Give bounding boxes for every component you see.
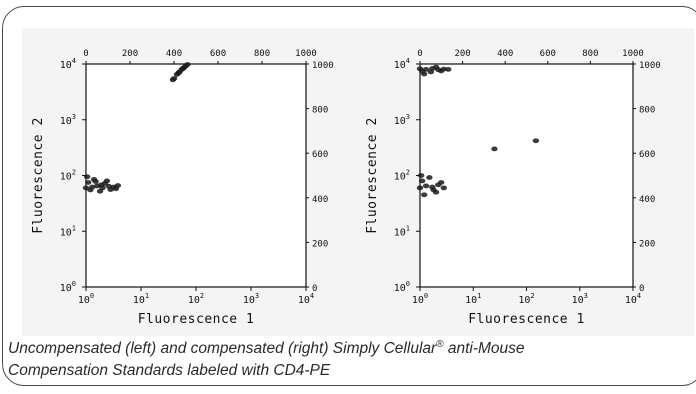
- x-tick-label: 102: [188, 292, 204, 306]
- right-tick-label: 600: [639, 150, 655, 160]
- top-tick-label: 800: [582, 49, 598, 59]
- data-point: [96, 188, 104, 194]
- x-tick-label: 100: [412, 292, 428, 306]
- top-tick-label: 600: [210, 49, 226, 59]
- data-point: [179, 66, 187, 71]
- y-tick-label: 101: [394, 224, 410, 238]
- y-tick-label: 100: [60, 280, 76, 294]
- right-tick-label: 400: [312, 195, 328, 205]
- top-tick-label: 200: [454, 49, 470, 59]
- data-point: [421, 192, 428, 198]
- figure-caption: Uncompensated (left) and compensated (ri…: [8, 334, 648, 382]
- y-tick-label: 101: [60, 224, 76, 238]
- data-point: [445, 67, 452, 72]
- data-point: [112, 186, 120, 192]
- y-tick-label: 103: [394, 113, 410, 127]
- right-tick-label: 800: [639, 106, 655, 116]
- data-point: [437, 68, 445, 74]
- y-tick-label: 103: [60, 113, 76, 127]
- right-tick-label: 600: [312, 150, 328, 160]
- right-tick-label: 1000: [639, 61, 661, 71]
- top-tick-label: 200: [122, 49, 138, 59]
- data-point: [422, 183, 430, 189]
- right-tick-label: 1000: [312, 61, 334, 71]
- top-tick-label: 400: [497, 49, 513, 59]
- x-tick-label: 103: [243, 292, 259, 306]
- data-point: [90, 177, 98, 182]
- plot-area: [419, 63, 634, 288]
- data-point: [532, 138, 540, 144]
- data-point: [426, 175, 433, 180]
- top-tick-label: 800: [254, 49, 270, 59]
- caption-line1-part1: Uncompensated (left) and compensated (ri…: [8, 340, 437, 358]
- data-point: [107, 187, 114, 192]
- x-axis-label: Fluorescence 1: [138, 312, 255, 327]
- data-point: [437, 180, 445, 185]
- data-point: [491, 146, 498, 152]
- right-tick-label: 200: [639, 239, 655, 249]
- registered-mark: ®: [436, 339, 444, 350]
- y-tick-label: 100: [394, 280, 410, 294]
- data-point: [175, 70, 182, 76]
- top-tick-label: 1000: [622, 49, 644, 59]
- right-tick-label: 800: [312, 106, 328, 116]
- top-tick-label: 1000: [295, 49, 317, 59]
- data-point: [440, 185, 448, 191]
- x-tick-label: 102: [518, 292, 534, 306]
- right-tick-label: 0: [312, 284, 317, 294]
- plot-area: [85, 63, 307, 288]
- y-tick-label: 104: [394, 57, 410, 71]
- caption-line1-part2: anti-Mouse: [443, 340, 525, 358]
- data-point: [184, 62, 191, 67]
- data-point: [432, 64, 440, 70]
- x-tick-label: 100: [78, 292, 94, 306]
- caption-line2: Compensation Standards labeled with CD4-…: [8, 362, 331, 380]
- top-tick-label: 600: [540, 49, 556, 59]
- data-point: [416, 185, 424, 191]
- x-tick-label: 101: [465, 292, 481, 306]
- data-point: [98, 182, 105, 188]
- x-tick-label: 104: [625, 292, 641, 306]
- top-tick-label: 0: [417, 49, 422, 59]
- data-point: [83, 174, 91, 180]
- data-point: [427, 69, 435, 75]
- data-point: [103, 178, 111, 184]
- right-tick-label: 400: [639, 195, 655, 205]
- data-point: [169, 77, 177, 83]
- x-tick-label: 104: [298, 292, 314, 306]
- data-point: [419, 178, 426, 184]
- data-point: [417, 173, 425, 178]
- x-tick-label: 101: [133, 292, 149, 306]
- top-tick-label: 0: [83, 49, 88, 59]
- y-axis-label: Fluorescence 2: [365, 117, 380, 234]
- x-axis-label: Fluorescence 1: [468, 312, 585, 327]
- y-tick-label: 104: [60, 57, 76, 71]
- data-point: [85, 180, 92, 185]
- x-tick-label: 103: [572, 292, 588, 306]
- top-tick-label: 400: [166, 49, 182, 59]
- y-tick-label: 102: [394, 169, 410, 183]
- y-tick-label: 102: [60, 169, 76, 183]
- right-tick-label: 200: [312, 239, 328, 249]
- data-point: [430, 187, 437, 193]
- data-point: [87, 187, 94, 193]
- data-point: [421, 71, 428, 77]
- right-tick-label: 0: [639, 284, 644, 294]
- y-axis-label: Fluorescence 2: [31, 117, 46, 234]
